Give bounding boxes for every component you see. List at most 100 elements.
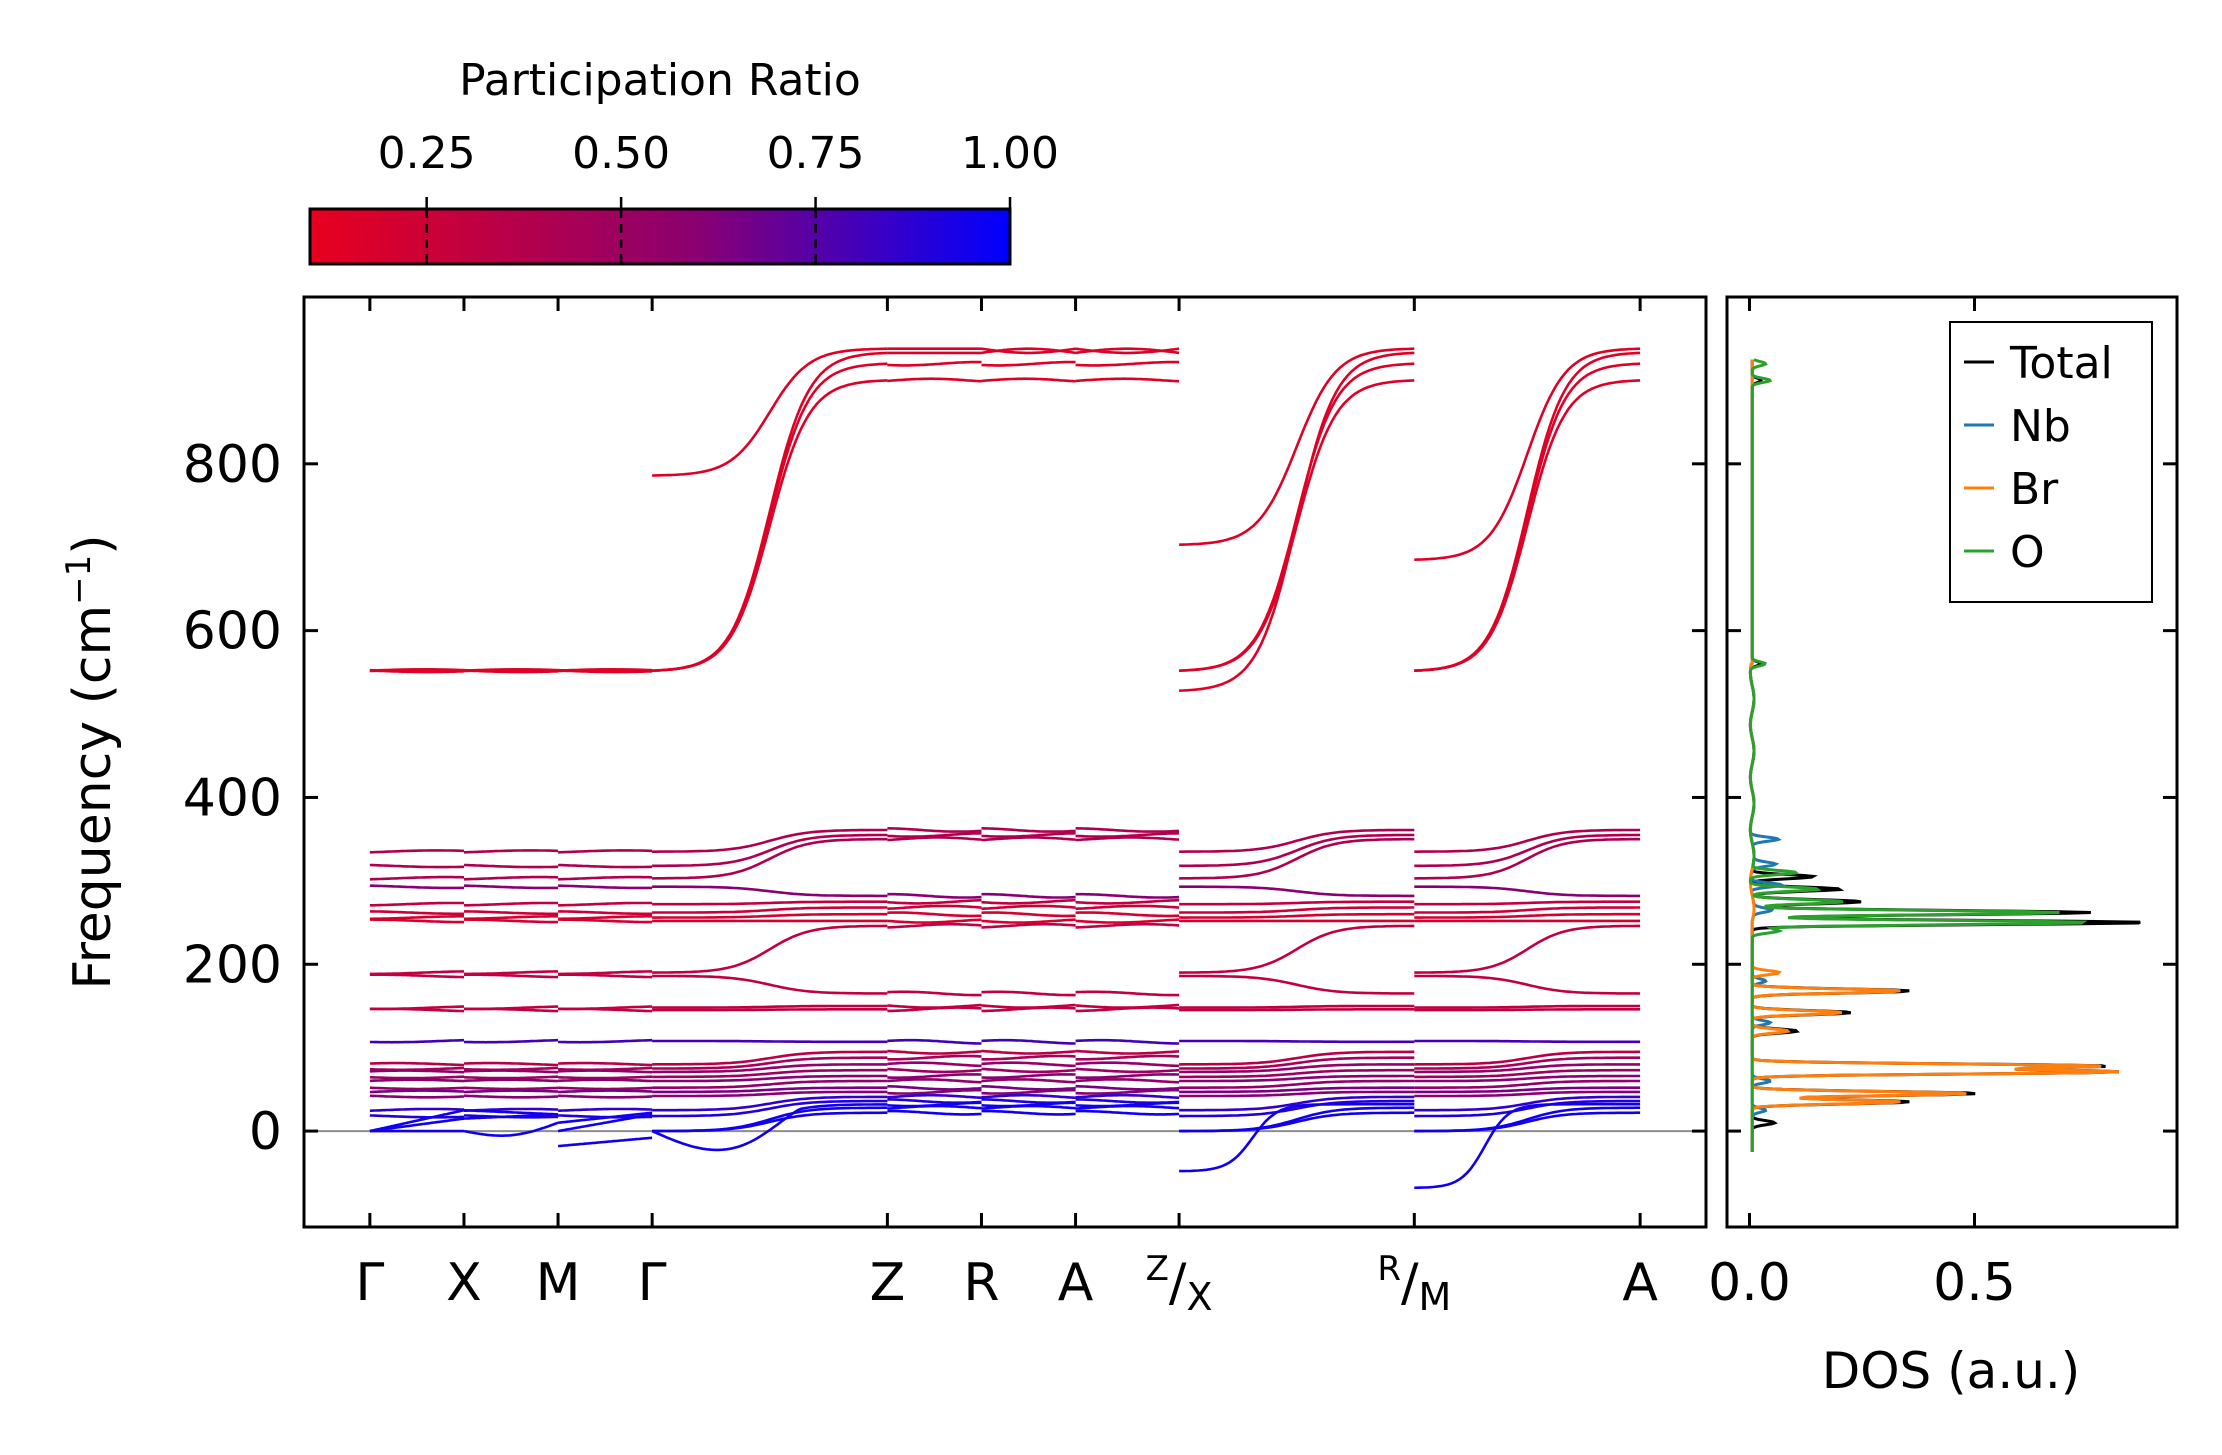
- phonon-band: [1075, 1067, 1180, 1074]
- phonon-band: [558, 1086, 653, 1091]
- phonon-band: [369, 884, 465, 890]
- phonon-band: [652, 912, 888, 919]
- phonon-band: [887, 898, 982, 905]
- phonon-band: [652, 1074, 888, 1083]
- phonon-band: [369, 1117, 465, 1133]
- phonon-band: [464, 1038, 559, 1044]
- phonon-band: [1414, 1099, 1641, 1118]
- phonon-band: [1414, 1074, 1641, 1083]
- x-tick-label: R/M: [1377, 1249, 1451, 1319]
- colorbar-ticks: 0.25 0.50 0.75 1.00: [378, 128, 1059, 264]
- phonon-band: [652, 1056, 888, 1070]
- phonon-band: [558, 1007, 653, 1013]
- phonon-band: [1414, 974, 1641, 995]
- phonon-band: [887, 918, 982, 924]
- phonon-band: [464, 910, 559, 916]
- phonon-band: [369, 1108, 465, 1133]
- phonon-band: [558, 1111, 653, 1124]
- x-tick-label: R: [963, 1253, 999, 1313]
- phonon-band: [558, 1061, 653, 1067]
- band-segment: [887, 347, 982, 1116]
- phonon-band: [1075, 1038, 1180, 1045]
- phonon-band: [981, 1084, 1076, 1091]
- band-segment: [1414, 347, 1641, 1190]
- x-tick-label-main: A: [1058, 1253, 1094, 1313]
- phonon-band: [652, 1039, 888, 1044]
- phonon-band: [1179, 974, 1415, 995]
- phonon-band: [464, 1078, 559, 1083]
- phonon-band: [1179, 1074, 1415, 1083]
- phonon-band: [1179, 885, 1415, 898]
- phonon-band: [981, 377, 1076, 383]
- phonon-band: [369, 973, 464, 979]
- phonon-band: [652, 1050, 888, 1066]
- x-tick-label-main: Γ: [638, 1253, 667, 1313]
- phonon-band: [652, 900, 888, 906]
- phonon-band: [652, 1086, 888, 1094]
- phonon-band: [887, 1061, 982, 1068]
- phonon-band: [887, 832, 982, 839]
- phonon-band: [1075, 918, 1180, 924]
- phonon-band: [558, 910, 653, 916]
- phonon-band: [1179, 1056, 1415, 1070]
- phonon-band: [652, 1004, 888, 1009]
- phonon-band: [981, 1067, 1076, 1074]
- phonon-band: [652, 1090, 888, 1098]
- phonon-band: [1179, 1004, 1415, 1009]
- phonon-band: [1414, 837, 1641, 880]
- phonon-band: [1075, 832, 1180, 839]
- band-segment: [981, 347, 1076, 1116]
- phonon-band: [652, 1099, 888, 1118]
- phonon-band: [558, 973, 653, 979]
- phonon-band: [981, 922, 1076, 929]
- phonon-band: [981, 1061, 1076, 1068]
- phonon-band: [558, 668, 653, 674]
- phonon-band: [1179, 1008, 1415, 1012]
- phonon-band: [1075, 377, 1180, 383]
- colorbar-tick-label: 0.50: [572, 128, 670, 179]
- phonon-band: [558, 1075, 653, 1080]
- phonon-band: [887, 990, 982, 997]
- phonon-band: [369, 1069, 464, 1074]
- phonon-band: [1075, 1078, 1180, 1084]
- phonon-band: [652, 906, 888, 914]
- x-tick-label: A: [1058, 1253, 1094, 1313]
- y-axis-label-sup: −1: [59, 555, 99, 605]
- legend-label: Nb: [2010, 401, 2071, 452]
- phonon-band: [887, 377, 982, 383]
- y-axis-label: Frequency (cm−1): [59, 534, 123, 989]
- phonon-band: [1414, 1102, 1641, 1190]
- phonon-band: [464, 918, 559, 924]
- band-segment: [369, 668, 465, 1133]
- phonon-band: [981, 1104, 1076, 1110]
- x-tick-label-main: X: [446, 1253, 482, 1313]
- x-tick-label: Γ: [355, 1253, 384, 1313]
- phonon-band: [1075, 1084, 1180, 1091]
- phonon-band: [887, 1038, 982, 1045]
- phonon-band: [1179, 1068, 1415, 1079]
- x-tick-label-sup: R: [1377, 1249, 1401, 1289]
- x-tick-label-sub: M: [1418, 1275, 1451, 1319]
- phonon-band: [652, 828, 888, 853]
- phonon-band: [463, 863, 559, 869]
- phonon-band: [1414, 906, 1641, 914]
- dos-x-tick-label: 0.0: [1708, 1253, 1791, 1313]
- phonon-band: [981, 1093, 1076, 1100]
- phonon-band: [981, 1109, 1076, 1116]
- phonon-band: [887, 836, 982, 842]
- x-tick-label-slash: /: [1401, 1253, 1419, 1313]
- phonon-band: [464, 849, 559, 854]
- phonon-band: [1414, 1008, 1641, 1012]
- phonon-band: [1075, 1104, 1180, 1110]
- phonon-band: [1414, 379, 1641, 672]
- phonon-band: [1414, 1056, 1641, 1070]
- phonon-band: [1414, 828, 1641, 853]
- phonon-band: [1179, 906, 1415, 914]
- dos-legend: Total Nb Br O: [1949, 321, 2153, 603]
- band-segment: [557, 668, 653, 1148]
- x-tick-label: Z/X: [1146, 1249, 1213, 1319]
- phonon-band: [1414, 900, 1641, 906]
- phonon-band: [1179, 912, 1415, 919]
- phonon-band: [1179, 837, 1415, 880]
- phonon-band: [369, 849, 465, 854]
